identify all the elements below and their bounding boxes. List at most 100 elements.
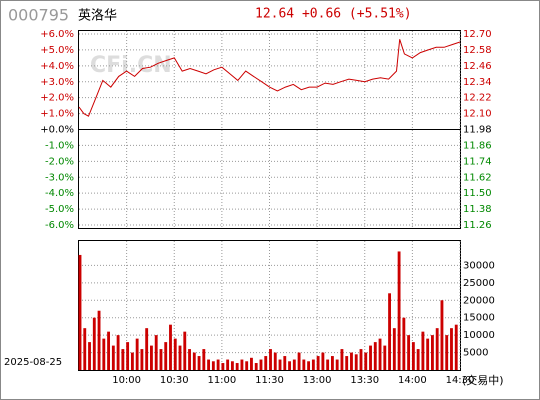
volume-bar (350, 352, 353, 370)
volume-bar (388, 293, 391, 370)
x-tick-label: 14:00 (398, 375, 427, 386)
x-tick-label: 10:00 (112, 375, 141, 386)
volume-bar (240, 359, 244, 370)
x-tick-label: 10:30 (160, 375, 189, 386)
y2-tick-label: -1.0% (45, 140, 74, 151)
y-tick-label: 11.26 (463, 220, 492, 231)
volume-bar (207, 359, 211, 370)
volume-bar (230, 361, 234, 370)
y2-tick-label: +2.0% (40, 93, 74, 104)
volume-bar (378, 338, 382, 370)
volume-bar (226, 359, 230, 370)
volume-bar (307, 361, 311, 370)
volume-bar (340, 349, 344, 370)
volume-bar (421, 331, 425, 370)
y-tick-label: 10000 (463, 330, 495, 341)
volume-bar (302, 359, 306, 370)
y2-tick-label: +3.0% (40, 77, 74, 88)
y2-tick-label: -2.0% (45, 156, 74, 167)
y2-tick-label: +0.0% (40, 125, 74, 136)
volume-bar (383, 345, 387, 370)
volume-bar (169, 324, 172, 370)
y2-tick-label: +1.0% (40, 109, 74, 120)
volume-bar (440, 300, 444, 370)
volume-bar (188, 349, 191, 370)
volume-bar (278, 359, 282, 370)
price-frame (78, 30, 461, 229)
volume-bar (83, 328, 87, 370)
y-tick-label: 30000 (463, 260, 495, 271)
volume-bar (92, 317, 96, 370)
x-tick-label: 11:30 (255, 375, 284, 386)
volume-bar (326, 359, 330, 370)
volume-bar (450, 328, 453, 370)
y-tick-label: 5000 (463, 348, 488, 359)
y-tick-label: 11.98 (463, 125, 492, 136)
volume-bar (373, 342, 377, 370)
volume-bar (197, 356, 201, 370)
y2-tick-label: -3.0% (45, 172, 74, 183)
volume-bar (402, 317, 406, 370)
x-tick-label: 14:30 (446, 375, 475, 386)
volume-bar (411, 342, 415, 370)
date: 2025-08-25 (4, 357, 62, 368)
volume-bar (288, 361, 291, 370)
volume-bar (126, 342, 130, 370)
volume-bar (297, 352, 301, 370)
volume-bar (88, 342, 91, 370)
volume-frame (78, 240, 461, 371)
volume-bar (145, 328, 149, 370)
x-tick-label: 11:00 (207, 375, 236, 386)
y-tick-label: 12.10 (463, 109, 492, 120)
y2-tick-label: +6.0% (40, 29, 74, 40)
volume-bar (150, 345, 153, 370)
volume-bar (269, 349, 272, 370)
volume-bar (173, 338, 177, 370)
volume-bar (392, 328, 396, 370)
y-tick-label: 20000 (463, 295, 495, 306)
y-tick-label: 11.50 (463, 188, 492, 199)
y-tick-label: 11.86 (463, 140, 492, 151)
volume-bar (154, 335, 158, 370)
y-tick-label: 25000 (463, 278, 495, 289)
volume-bar (435, 328, 439, 370)
volume-bar (97, 310, 101, 370)
volume-bar (107, 331, 111, 370)
volume-bar (250, 357, 253, 370)
volume-bar (454, 324, 458, 370)
volume-bar (130, 352, 134, 370)
volume-bar (216, 359, 220, 370)
volume-bar (359, 349, 363, 370)
status: (交易中) (462, 373, 504, 387)
y2-tick-label: -5.0% (45, 204, 74, 215)
volume-bar (111, 345, 115, 370)
volume-bar (102, 338, 106, 370)
y2-tick-label: -4.0% (45, 188, 74, 199)
volume-bar (164, 342, 168, 370)
y-tick-label: 12.46 (463, 61, 492, 72)
y-tick-label: 12.22 (463, 93, 492, 104)
x-tick-label: 13:30 (350, 375, 379, 386)
volume-bar (354, 354, 358, 370)
y-tick-label: 15000 (463, 313, 495, 324)
y-tick-label: 11.38 (463, 204, 492, 215)
volume-bar (445, 335, 449, 370)
volume-bar (407, 335, 411, 370)
volume-bar (202, 349, 206, 370)
volume-bar (159, 349, 163, 370)
volume-bar (321, 352, 325, 370)
price-line (78, 39, 461, 117)
volume-bar (259, 359, 263, 370)
y-tick-label: 11.62 (463, 172, 492, 183)
volume-bar (178, 345, 182, 370)
volume-bar (245, 361, 249, 370)
volume-bar (364, 352, 368, 370)
volume-bar (121, 349, 125, 370)
y2-tick-label: +5.0% (40, 45, 74, 56)
volume-bar (311, 359, 315, 370)
volume-bar (345, 356, 349, 370)
volume-bar (254, 363, 258, 370)
volume-bar (335, 359, 339, 370)
y-tick-label: 12.58 (463, 45, 492, 56)
volume-bar (416, 349, 420, 370)
